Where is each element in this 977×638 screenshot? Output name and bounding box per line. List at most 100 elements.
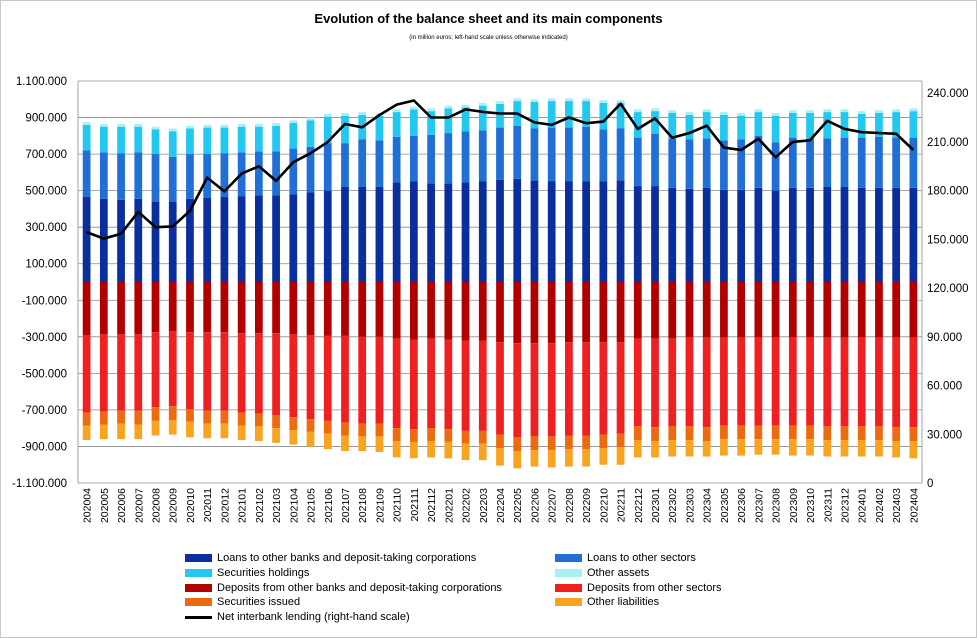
bar-segment-202204-s3 [496, 101, 504, 104]
bar-segment-202203-s5 [478, 340, 487, 431]
bar-segment-202106-s5 [323, 335, 332, 421]
category-tick-label: 202209 [581, 488, 593, 523]
bar-segment-202301-s6 [651, 427, 659, 441]
bar-segment-202210-s6 [599, 434, 608, 449]
bar-segment-202111-s6 [410, 429, 418, 442]
bar-segment-202103-s7 [272, 428, 280, 443]
bar-segment-202310-s0 [806, 187, 814, 282]
bar-segment-202011-s6 [203, 410, 212, 424]
left-tick-label: 500.000 [25, 186, 67, 198]
bar-segment-202204-s6 [496, 434, 504, 449]
bar-segment-202211-s0 [616, 180, 625, 282]
bar-segment-202007-s6 [134, 410, 143, 425]
bar-segment-202308-s1 [771, 142, 780, 191]
bar-segment-202005-s0 [99, 198, 108, 282]
category-tick-label: 202205 [512, 488, 524, 523]
category-tick-label: 202008 [151, 488, 163, 523]
bar-segment-202101-s4 [237, 282, 246, 334]
bar-segment-202103-s3 [272, 123, 280, 126]
right-tick-label: 0 [927, 478, 933, 490]
category-tick-label: 202009 [168, 488, 180, 523]
bar-segment-202312-s5 [840, 337, 849, 427]
bar-segment-202306-s5 [737, 337, 746, 426]
bar-segment-202210-s4 [599, 282, 608, 343]
bar-segment-202103-s5 [272, 333, 280, 416]
bar-segment-202005-s4 [99, 282, 108, 335]
bar-segment-202310-s4 [806, 282, 814, 338]
bar-segment-202005-s2 [99, 126, 108, 153]
bar-segment-202308-s0 [771, 190, 780, 282]
bar-segment-202005-s3 [99, 123, 108, 127]
bar-segment-202401-s3 [857, 111, 866, 114]
bar-segment-202101-s5 [237, 333, 246, 413]
bar-segment-202102-s3 [254, 123, 263, 127]
bar-segment-202209-s0 [582, 181, 590, 282]
bar-segment-202008-s1 [151, 154, 160, 202]
bar-segment-202403-s5 [892, 337, 901, 428]
category-tick-label: 202110 [392, 488, 404, 522]
bar-segment-202011-s7 [203, 423, 212, 439]
bar-segment-202401-s7 [857, 440, 866, 457]
category-tick-label: 202307 [753, 488, 765, 523]
bar-segment-202311-s4 [823, 282, 832, 338]
bar-segment-202110-s1 [392, 136, 401, 183]
bar-segment-202312-s4 [840, 282, 849, 338]
bar-segment-202006-s2 [117, 126, 125, 154]
bar-segment-202205-s1 [513, 125, 522, 179]
bar-segment-202010-s7 [186, 421, 194, 438]
bar-segment-202311-s7 [823, 440, 832, 457]
bar-segment-202208-s7 [565, 449, 573, 467]
bar-segment-202207-s6 [547, 436, 556, 451]
bar-segment-202303-s3 [685, 112, 694, 115]
bar-segment-202109-s4 [375, 282, 384, 337]
bar-segment-202403-s1 [892, 137, 901, 188]
bar-segment-202102-s1 [254, 151, 263, 196]
bar-segment-202102-s5 [254, 333, 263, 414]
bar-segment-202006-s4 [117, 282, 125, 335]
bar-segment-202312-s7 [840, 440, 849, 457]
bar-segment-202305-s1 [720, 140, 728, 190]
bar-segment-202210-s5 [599, 342, 608, 435]
bar-segment-202008-s6 [151, 407, 160, 421]
bar-segment-202112-s4 [427, 282, 435, 339]
bar-segment-202011-s1 [203, 154, 212, 198]
bar-segment-202006-s1 [117, 153, 125, 200]
category-tick-label: 202005 [99, 488, 111, 523]
bar-segment-202403-s2 [892, 112, 901, 138]
bar-segment-202212-s0 [633, 186, 642, 282]
bar-segment-202205-s7 [513, 451, 522, 469]
bar-segment-202306-s7 [737, 439, 746, 456]
category-tick-label: 202302 [667, 488, 679, 523]
bar-segment-202103-s4 [272, 282, 280, 334]
category-tick-label: 202211 [616, 488, 628, 522]
bar-segment-202401-s1 [857, 137, 866, 188]
right-tick-label: 180.000 [927, 186, 969, 198]
category-tick-label: 202012 [219, 488, 231, 523]
category-tick-label: 202007 [133, 488, 145, 523]
bar-segment-202305-s2 [720, 114, 728, 141]
bar-segment-202206-s4 [530, 282, 539, 344]
bar-segment-202212-s6 [633, 426, 642, 441]
bar-segment-202312-s0 [840, 186, 849, 282]
bar-segment-202004-s6 [82, 412, 91, 426]
bar-segment-202208-s6 [565, 435, 573, 450]
bar-segment-202211-s3 [616, 100, 625, 103]
bar-segment-202305-s7 [720, 439, 728, 456]
bar-segment-202006-s5 [117, 334, 125, 411]
bar-segment-202009-s3 [168, 128, 177, 132]
bar-segment-202311-s6 [823, 426, 832, 441]
bar-segment-202305-s6 [720, 425, 728, 440]
bar-segment-202009-s6 [168, 406, 177, 420]
bar-segment-202302-s4 [668, 282, 677, 339]
bar-segment-202404-s4 [909, 282, 918, 338]
bar-segment-202210-s1 [599, 129, 608, 182]
bar-segment-202403-s0 [892, 187, 901, 282]
bar-segment-202210-s7 [599, 448, 608, 465]
category-tick-label: 202101 [237, 488, 249, 523]
bar-segment-202009-s7 [168, 419, 177, 435]
bar-segment-202306-s4 [737, 282, 746, 338]
bar-segment-202310-s7 [806, 439, 814, 456]
bar-segment-202402-s6 [875, 426, 883, 441]
bar-segment-202304-s1 [702, 138, 711, 188]
bar-segment-202010-s5 [186, 332, 194, 409]
